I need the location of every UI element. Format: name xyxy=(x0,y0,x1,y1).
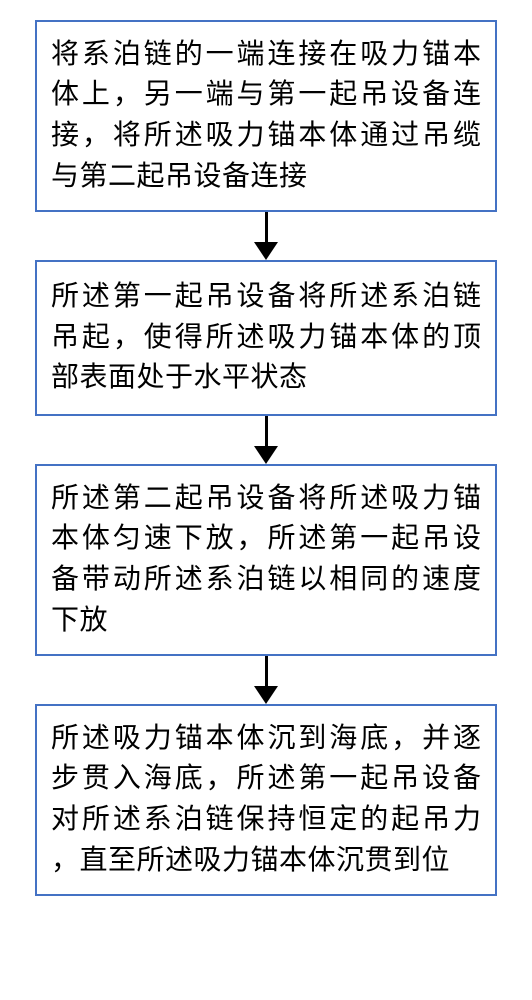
step-text-line: 吊起，使得所述吸力锚本体的顶 xyxy=(51,318,481,359)
arrow-down-icon xyxy=(254,656,278,704)
step-text-line: 部表面处于水平状态 xyxy=(51,358,481,399)
flowchart-step: 所述吸力锚本体沉到海底，并逐步贯入海底，所述第一起吊设备对所述系泊链保持恒定的起… xyxy=(35,704,497,896)
arrow-shaft xyxy=(265,416,268,446)
step-text-line: 所述吸力锚本体沉到海底，并逐 xyxy=(51,719,481,760)
flowchart-container: 将系泊链的一端连接在吸力锚本体上，另一端与第一起吊设备连接，将所述吸力锚本体通过… xyxy=(0,0,532,896)
step-text-line: 将系泊链的一端连接在吸力锚本 xyxy=(51,35,481,76)
arrow-shaft xyxy=(265,656,268,686)
arrow-down-icon xyxy=(254,212,278,260)
arrow-down-icon xyxy=(254,416,278,464)
step-text-line: 所述第一起吊设备将所述系泊链 xyxy=(51,277,481,318)
step-text-line: 与第二起吊设备连接 xyxy=(51,157,481,198)
step-text-line: 对所述系泊链保持恒定的起吊力 xyxy=(51,800,481,841)
flowchart-step: 将系泊链的一端连接在吸力锚本体上，另一端与第一起吊设备连接，将所述吸力锚本体通过… xyxy=(35,20,497,212)
step-text-line: 所述第二起吊设备将所述吸力锚 xyxy=(51,479,481,520)
arrow-shaft xyxy=(265,212,268,242)
step-text-line: 备带动所述系泊链以相同的速度 xyxy=(51,560,481,601)
arrow-head xyxy=(254,686,278,704)
flowchart-step: 所述第二起吊设备将所述吸力锚本体匀速下放，所述第一起吊设备带动所述系泊链以相同的… xyxy=(35,464,497,656)
step-text-line: ，直至所述吸力锚本体沉贯到位 xyxy=(51,841,481,882)
arrow-head xyxy=(254,242,278,260)
step-text-line: 接，将所述吸力锚本体通过吊缆 xyxy=(51,116,481,157)
step-text-line: 本体匀速下放，所述第一起吊设 xyxy=(51,519,481,560)
step-text-line: 下放 xyxy=(51,601,481,642)
arrow-head xyxy=(254,446,278,464)
step-text-line: 步贯入海底，所述第一起吊设备 xyxy=(51,759,481,800)
flowchart-step: 所述第一起吊设备将所述系泊链吊起，使得所述吸力锚本体的顶部表面处于水平状态 xyxy=(35,260,497,416)
step-text-line: 体上，另一端与第一起吊设备连 xyxy=(51,75,481,116)
